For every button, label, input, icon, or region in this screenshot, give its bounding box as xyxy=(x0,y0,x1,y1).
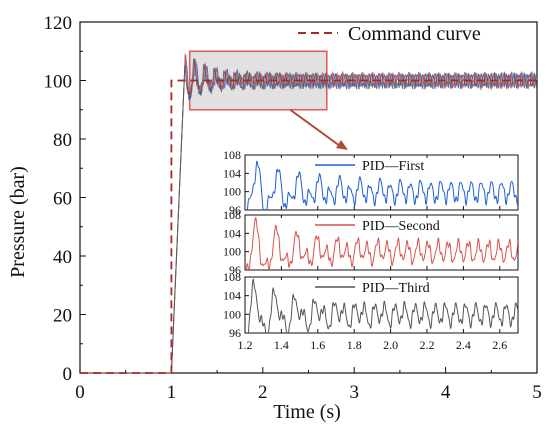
inset-legend-label: PID—Second xyxy=(362,219,440,234)
inset-y-tick-label: 100 xyxy=(223,245,241,259)
y-tick-label: 120 xyxy=(44,13,73,34)
zoom-arrow-head xyxy=(336,140,348,150)
x-tick-label: 2 xyxy=(258,382,268,403)
inset-x-tick-label: 1.2 xyxy=(238,338,253,352)
inset-y-tick-label: 96 xyxy=(229,326,241,340)
x-tick-label: 4 xyxy=(441,382,451,403)
inset-y-tick-label: 96 xyxy=(229,203,241,217)
inset-x-tick-label: 2.0 xyxy=(383,338,398,352)
inset-y-tick-label: 108 xyxy=(223,208,241,222)
inset-series-line xyxy=(247,277,518,333)
x-axis-title: Time (s) xyxy=(273,401,341,423)
inset-3: 96 100 104 108 PID—Third xyxy=(223,270,519,340)
y-tick-label: 0 xyxy=(63,364,73,385)
inset-x-tick-label: 2.2 xyxy=(420,338,435,352)
legend-command-label: Command curve xyxy=(348,23,481,45)
y-tick-label: 20 xyxy=(53,306,72,327)
inset-y-tick-label: 104 xyxy=(223,226,241,240)
inset-x-tick-label: 2.6 xyxy=(492,338,507,352)
inset-y-tick-label: 104 xyxy=(223,289,241,303)
inset-y-tick-label: 100 xyxy=(223,307,241,321)
series-line xyxy=(80,58,538,374)
y-tick-label: 60 xyxy=(53,189,72,210)
command-curve-line xyxy=(80,79,537,374)
inset-series-line xyxy=(245,216,518,270)
x-tick-label: 3 xyxy=(349,382,359,403)
x-tick-label: 1 xyxy=(167,382,177,403)
inset-y-tick-label: 96 xyxy=(229,263,241,277)
inset-legend-label: PID—Third xyxy=(362,281,430,296)
y-tick-label: 80 xyxy=(53,130,72,151)
x-tick-label: 5 xyxy=(532,382,542,403)
x-tick-label: 0 xyxy=(75,382,85,403)
inset-x-tick-label: 1.8 xyxy=(347,338,362,352)
inset-y-tick-label: 104 xyxy=(223,166,241,180)
inset-x-tick-label: 1.6 xyxy=(310,338,325,352)
inset-y-tick-label: 100 xyxy=(223,185,241,199)
inset-y-tick-label: 108 xyxy=(223,148,241,162)
inset-x-tick-label: 2.4 xyxy=(456,338,471,352)
inset-y-tick-label: 108 xyxy=(223,270,241,284)
main-plot: 0 1 2 3 4 5 0 20 40 60 80 100 120 xyxy=(44,13,542,403)
y-tick-label: 100 xyxy=(44,72,73,93)
inset-1: 96 100 104 108 PID—First xyxy=(223,148,519,217)
inset-series-line xyxy=(246,160,518,210)
legend: Command curve xyxy=(298,23,481,45)
inset-legend-label: PID—First xyxy=(362,159,424,174)
inset-frame xyxy=(244,276,519,334)
zoom-arrow-line xyxy=(289,108,341,147)
insets: 96 100 104 108 PID—First 96 100 104 108 PID—Secon… xyxy=(200,148,530,360)
inset-2: 96 100 104 108 PID—Second xyxy=(223,208,519,277)
y-tick-label: 40 xyxy=(53,247,72,268)
y-axis-title: Pressure (bar) xyxy=(7,166,29,278)
inset-x-tick-label: 1.4 xyxy=(274,338,289,352)
